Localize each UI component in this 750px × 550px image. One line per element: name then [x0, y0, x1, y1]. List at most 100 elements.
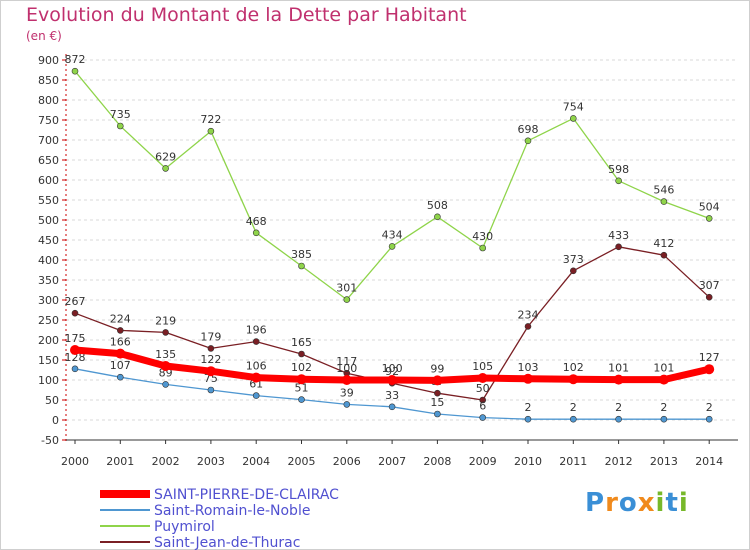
- x-tick-label: 2009: [469, 455, 497, 468]
- data-point-SAINT-PIERRE-DE-CLAIRAC: [613, 374, 624, 385]
- data-point-SAINT-PIERRE-DE-CLAIRAC: [658, 374, 669, 385]
- data-label-Saint-Romain-le-Noble: 75: [204, 372, 218, 385]
- data-label-Puymirol: 722: [200, 113, 221, 126]
- data-point-Puymirol: [117, 122, 124, 130]
- data-point-Saint-Jean-de-Thurac: [71, 309, 79, 317]
- data-point-SAINT-PIERRE-DE-CLAIRAC: [70, 345, 80, 355]
- data-point-SAINT-PIERRE-DE-CLAIRAC: [568, 374, 579, 385]
- data-point-SAINT-PIERRE-DE-CLAIRAC: [432, 375, 443, 386]
- x-tick-label: 2011: [559, 455, 587, 468]
- data-point-Saint-Romain-le-Noble: [705, 415, 713, 423]
- y-tick-label: 250: [38, 314, 59, 327]
- legend-entry: Saint-Romain-le-Noble: [154, 503, 310, 519]
- x-tick-label: 2003: [197, 455, 225, 468]
- logo-letter: P: [585, 488, 606, 518]
- data-point-Saint-Jean-de-Thurac: [162, 329, 169, 336]
- data-label-Saint-Jean-de-Thurac: 219: [155, 314, 176, 327]
- y-tick-label: 450: [38, 234, 59, 247]
- data-point-Saint-Jean-de-Thurac: [207, 345, 215, 352]
- data-point-Saint-Romain-le-Noble: [298, 396, 305, 403]
- data-label-Puymirol: 546: [653, 184, 674, 197]
- data-point-Puymirol: [660, 198, 668, 205]
- x-tick-label: 2000: [61, 455, 89, 468]
- data-point-Puymirol: [524, 137, 532, 145]
- data-point-Saint-Romain-le-Noble: [343, 401, 351, 408]
- logo-letter: i: [655, 488, 666, 518]
- y-tick-label: 600: [38, 174, 59, 187]
- logo-letter: x: [637, 488, 656, 518]
- data-point-Saint-Jean-de-Thurac: [252, 338, 260, 345]
- data-point-Puymirol: [479, 244, 487, 252]
- x-tick-label: 2002: [152, 455, 180, 468]
- data-point-Puymirol: [434, 213, 441, 221]
- data-label-Puymirol: 301: [336, 282, 357, 295]
- data-point-Saint-Romain-le-Noble: [524, 415, 532, 423]
- y-tick-label: 300: [38, 294, 59, 307]
- y-tick-label: -50: [41, 434, 59, 447]
- data-point-Saint-Romain-le-Noble: [615, 415, 622, 423]
- data-label-Saint-Jean-de-Thurac: 234: [518, 308, 539, 321]
- data-label-SAINT-PIERRE-DE-CLAIRAC: 122: [200, 353, 221, 366]
- data-point-SAINT-PIERRE-DE-CLAIRAC: [160, 361, 171, 371]
- data-label-Saint-Jean-de-Thurac: 267: [65, 295, 86, 308]
- data-point-Puymirol: [252, 229, 260, 237]
- data-label-SAINT-PIERRE-DE-CLAIRAC: 106: [246, 360, 267, 373]
- data-label-Puymirol: 754: [563, 100, 584, 113]
- legend-entry: SAINT-PIERRE-DE-CLAIRAC: [154, 487, 339, 503]
- x-tick-label: 2013: [650, 455, 678, 468]
- y-tick-label: 150: [38, 354, 59, 367]
- data-label-Saint-Romain-le-Noble: 39: [340, 386, 354, 399]
- data-label-Saint-Romain-le-Noble: 2: [660, 401, 667, 414]
- x-tick-label: 2008: [423, 455, 451, 468]
- data-point-Saint-Romain-le-Noble: [252, 392, 260, 399]
- y-tick-label: 500: [38, 214, 59, 227]
- data-label-SAINT-PIERRE-DE-CLAIRAC: 101: [608, 362, 629, 375]
- data-label-Saint-Romain-le-Noble: 2: [615, 401, 622, 414]
- logo-letter: t: [665, 488, 679, 518]
- data-point-SAINT-PIERRE-DE-CLAIRAC: [704, 364, 715, 375]
- data-point-Saint-Jean-de-Thurac: [615, 243, 622, 251]
- data-point-Saint-Romain-le-Noble: [434, 410, 441, 418]
- data-label-SAINT-PIERRE-DE-CLAIRAC: 101: [653, 362, 674, 375]
- data-label-SAINT-PIERRE-DE-CLAIRAC: 102: [291, 361, 312, 374]
- y-tick-label: 550: [38, 194, 59, 207]
- y-tick-label: 200: [38, 334, 59, 347]
- logo-letter: i: [678, 488, 689, 518]
- data-point-Saint-Jean-de-Thurac: [524, 323, 532, 330]
- data-point-Puymirol: [705, 215, 713, 222]
- logo-letter: r: [605, 488, 619, 518]
- data-label-SAINT-PIERRE-DE-CLAIRAC: 127: [699, 351, 720, 364]
- data-point-Saint-Romain-le-Noble: [660, 415, 668, 423]
- data-point-Puymirol: [207, 127, 215, 135]
- data-point-Saint-Romain-le-Noble: [117, 373, 124, 381]
- data-point-SAINT-PIERRE-DE-CLAIRAC: [341, 375, 352, 385]
- data-label-Puymirol: 385: [291, 248, 312, 261]
- series-line-Puymirol: [74, 70, 710, 301]
- data-point-Puymirol: [298, 262, 305, 270]
- data-point-Puymirol: [569, 115, 577, 122]
- data-point-Saint-Romain-le-Noble: [388, 403, 396, 411]
- data-label-Puymirol: 872: [65, 53, 86, 66]
- y-tick-label: 850: [38, 74, 59, 87]
- data-label-Saint-Jean-de-Thurac: 117: [336, 355, 357, 368]
- x-tick-label: 2012: [605, 455, 633, 468]
- x-tick-label: 2004: [242, 455, 270, 468]
- data-label-Saint-Jean-de-Thurac: 196: [246, 324, 267, 337]
- data-label-Saint-Romain-le-Noble: 15: [430, 396, 444, 409]
- y-tick-label: 50: [45, 394, 59, 407]
- data-label-Puymirol: 434: [382, 228, 403, 241]
- data-point-Puymirol: [71, 67, 79, 75]
- data-point-Saint-Jean-de-Thurac: [117, 327, 124, 334]
- data-label-Puymirol: 629: [155, 150, 176, 163]
- data-label-Puymirol: 430: [472, 230, 493, 243]
- data-point-Puymirol: [388, 243, 396, 250]
- data-point-SAINT-PIERRE-DE-CLAIRAC: [477, 373, 488, 383]
- data-label-Saint-Romain-le-Noble: 33: [385, 389, 399, 402]
- data-point-Saint-Jean-de-Thurac: [298, 350, 305, 358]
- data-label-Saint-Jean-de-Thurac: 165: [291, 336, 312, 349]
- data-point-SAINT-PIERRE-DE-CLAIRAC: [387, 375, 398, 385]
- data-label-Puymirol: 468: [246, 215, 267, 228]
- data-point-Puymirol: [343, 296, 351, 303]
